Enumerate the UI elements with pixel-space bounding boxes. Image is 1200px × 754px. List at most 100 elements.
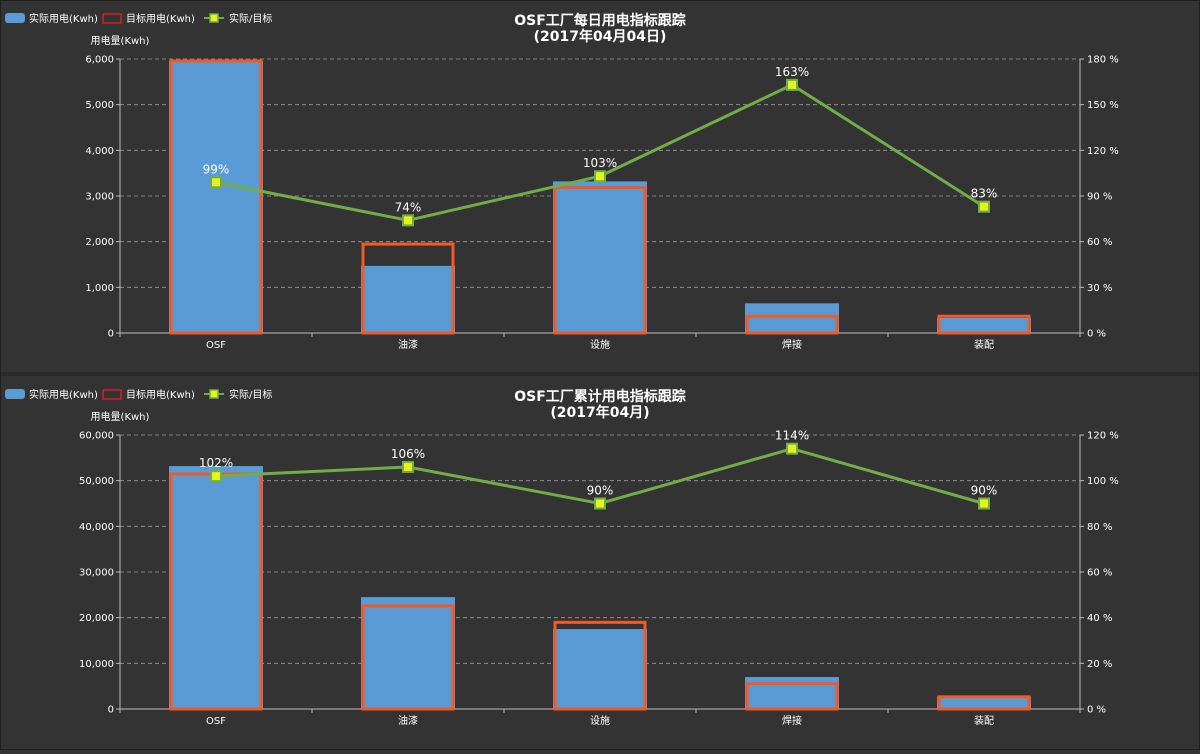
bar-actual-1 xyxy=(361,265,455,333)
legend-target-label: 目标用电(Kwh) xyxy=(126,12,195,25)
bar-target-4 xyxy=(937,695,1031,711)
bar-target-0 xyxy=(169,59,263,335)
bar-actual-0 xyxy=(169,466,263,709)
ratio-marker-4 xyxy=(978,200,990,213)
ratio-data-label-1: 74% xyxy=(395,200,422,214)
x-tick-label: 焊接 xyxy=(782,714,802,727)
bar-target-2 xyxy=(553,620,647,711)
bar-target-2 xyxy=(553,185,647,335)
legend-actual-swatch xyxy=(5,13,25,23)
y2-tick-label: 80 % xyxy=(1087,522,1112,533)
bar-actual-3 xyxy=(745,677,839,709)
legend: 实际用电(Kwh) 目标用电(Kwh) 实际/目标 xyxy=(5,12,272,25)
ratio-marker-2 xyxy=(594,170,606,183)
bar-target-3 xyxy=(745,682,839,711)
legend-ratio-label: 实际/目标 xyxy=(229,12,272,25)
ratio-data-label-4: 90% xyxy=(971,484,998,498)
chart-title: OSF工厂每日用电指标跟踪 xyxy=(514,12,686,29)
ratio-marker-1 xyxy=(402,214,414,227)
y2-tick-label: 0 % xyxy=(1087,329,1106,340)
y-tick-label: 0 xyxy=(108,329,114,340)
y2-tick-label: 120 % xyxy=(1087,431,1119,442)
ratio-data-label-0: 99% xyxy=(203,162,230,176)
legend-target-swatch xyxy=(102,389,122,400)
ratio-data-label-4: 83% xyxy=(971,187,998,201)
cumulative-chart-panel: 实际用电(Kwh) 目标用电(Kwh) 实际/目标 OSF工厂累计用电指标跟踪 (201… xyxy=(0,376,1200,750)
legend-actual-swatch xyxy=(5,389,25,399)
y2-tick-label: 180 % xyxy=(1087,55,1119,66)
ratio-marker-0 xyxy=(210,470,222,483)
bar-target-1 xyxy=(361,242,455,335)
y-tick-label: 0 xyxy=(108,705,114,716)
chart-title: OSF工厂累计用电指标跟踪 xyxy=(514,388,686,405)
y-axis-label: 用电量(Kwh) xyxy=(91,410,150,423)
ratio-marker-3 xyxy=(786,442,798,455)
y-tick-label: 60,000 xyxy=(79,431,114,442)
bar-actual-4 xyxy=(937,696,1031,709)
bar-target-4 xyxy=(937,314,1031,335)
y2-tick-label: 60 % xyxy=(1087,568,1112,579)
ratio-marker-2 xyxy=(594,497,606,510)
x-tick-label: 油漆 xyxy=(398,714,418,727)
y2-tick-label: 150 % xyxy=(1087,100,1119,111)
x-tick-label: OSF xyxy=(206,340,226,351)
bar-actual-4 xyxy=(937,317,1031,333)
bar-actual-2 xyxy=(553,181,647,333)
x-tick-label: 装配 xyxy=(974,338,994,351)
legend-actual-label: 实际用电(Kwh) xyxy=(29,388,98,401)
daily-chart-panel: 实际用电(Kwh) 目标用电(Kwh) 实际/目标 OSF工厂每日用电指标跟踪 (201… xyxy=(0,0,1200,372)
chart-subtitle: (2017年04月) xyxy=(550,404,649,421)
bar-actual-0 xyxy=(169,61,263,334)
legend-target-label: 目标用电(Kwh) xyxy=(126,388,195,401)
y-tick-label: 4,000 xyxy=(85,146,114,157)
chart-subtitle: (2017年04月04日) xyxy=(534,28,667,45)
x-tick-label: 装配 xyxy=(974,714,994,727)
y-tick-label: 50,000 xyxy=(79,476,114,487)
y2-tick-label: 30 % xyxy=(1087,283,1112,294)
ratio-data-label-0: 102% xyxy=(199,456,233,470)
legend-ratio-marker xyxy=(209,13,219,23)
bar-target-3 xyxy=(745,314,839,335)
y-tick-label: 30,000 xyxy=(79,568,114,579)
panel-divider xyxy=(0,372,1200,376)
legend-target-swatch xyxy=(102,13,122,24)
ratio-data-label-2: 103% xyxy=(583,156,617,170)
ratio-data-label-1: 106% xyxy=(391,447,425,461)
bar-actual-2 xyxy=(553,629,647,709)
y-tick-label: 40,000 xyxy=(79,522,114,533)
x-tick-label: OSF xyxy=(206,716,226,727)
y-tick-label: 2,000 xyxy=(85,237,114,248)
y2-tick-label: 60 % xyxy=(1087,237,1112,248)
y2-tick-label: 120 % xyxy=(1087,146,1119,157)
ratio-data-label-2: 90% xyxy=(587,484,614,498)
legend-ratio-marker xyxy=(209,389,219,399)
y-tick-label: 5,000 xyxy=(85,100,114,111)
ratio-marker-0 xyxy=(210,176,222,189)
cumulative-power-chart: 实际用电(Kwh) 目标用电(Kwh) 实际/目标 OSF工厂累计用电指标跟踪(201… xyxy=(5,388,1119,727)
y2-tick-label: 0 % xyxy=(1087,705,1106,716)
x-tick-label: 焊接 xyxy=(782,338,802,351)
y2-tick-label: 100 % xyxy=(1087,476,1119,487)
y2-tick-label: 90 % xyxy=(1087,192,1112,203)
bar-actual-1 xyxy=(361,597,455,709)
ratio-data-label-3: 163% xyxy=(775,65,809,79)
y-tick-label: 1,000 xyxy=(85,283,114,294)
legend-actual-label: 实际用电(Kwh) xyxy=(29,12,98,25)
y2-tick-label: 40 % xyxy=(1087,613,1112,624)
bar-actual-3 xyxy=(745,303,839,333)
y-axis-label: 用电量(Kwh) xyxy=(91,34,150,47)
x-tick-label: 油漆 xyxy=(398,338,418,351)
y2-tick-label: 20 % xyxy=(1087,659,1112,670)
legend-ratio-label: 实际/目标 xyxy=(229,388,272,401)
x-tick-label: 设施 xyxy=(590,338,610,351)
ratio-data-label-3: 114% xyxy=(775,429,809,443)
ratio-marker-4 xyxy=(978,497,990,510)
ratio-marker-1 xyxy=(402,460,414,473)
y-tick-label: 10,000 xyxy=(79,659,114,670)
legend: 实际用电(Kwh) 目标用电(Kwh) 实际/目标 xyxy=(5,388,272,401)
ratio-marker-3 xyxy=(786,78,798,91)
y-tick-label: 6,000 xyxy=(85,55,114,66)
daily-power-chart: 实际用电(Kwh) 目标用电(Kwh) 实际/目标 OSF工厂每日用电指标跟踪(201… xyxy=(5,12,1119,351)
x-tick-label: 设施 xyxy=(590,714,610,727)
y-tick-label: 20,000 xyxy=(79,613,114,624)
